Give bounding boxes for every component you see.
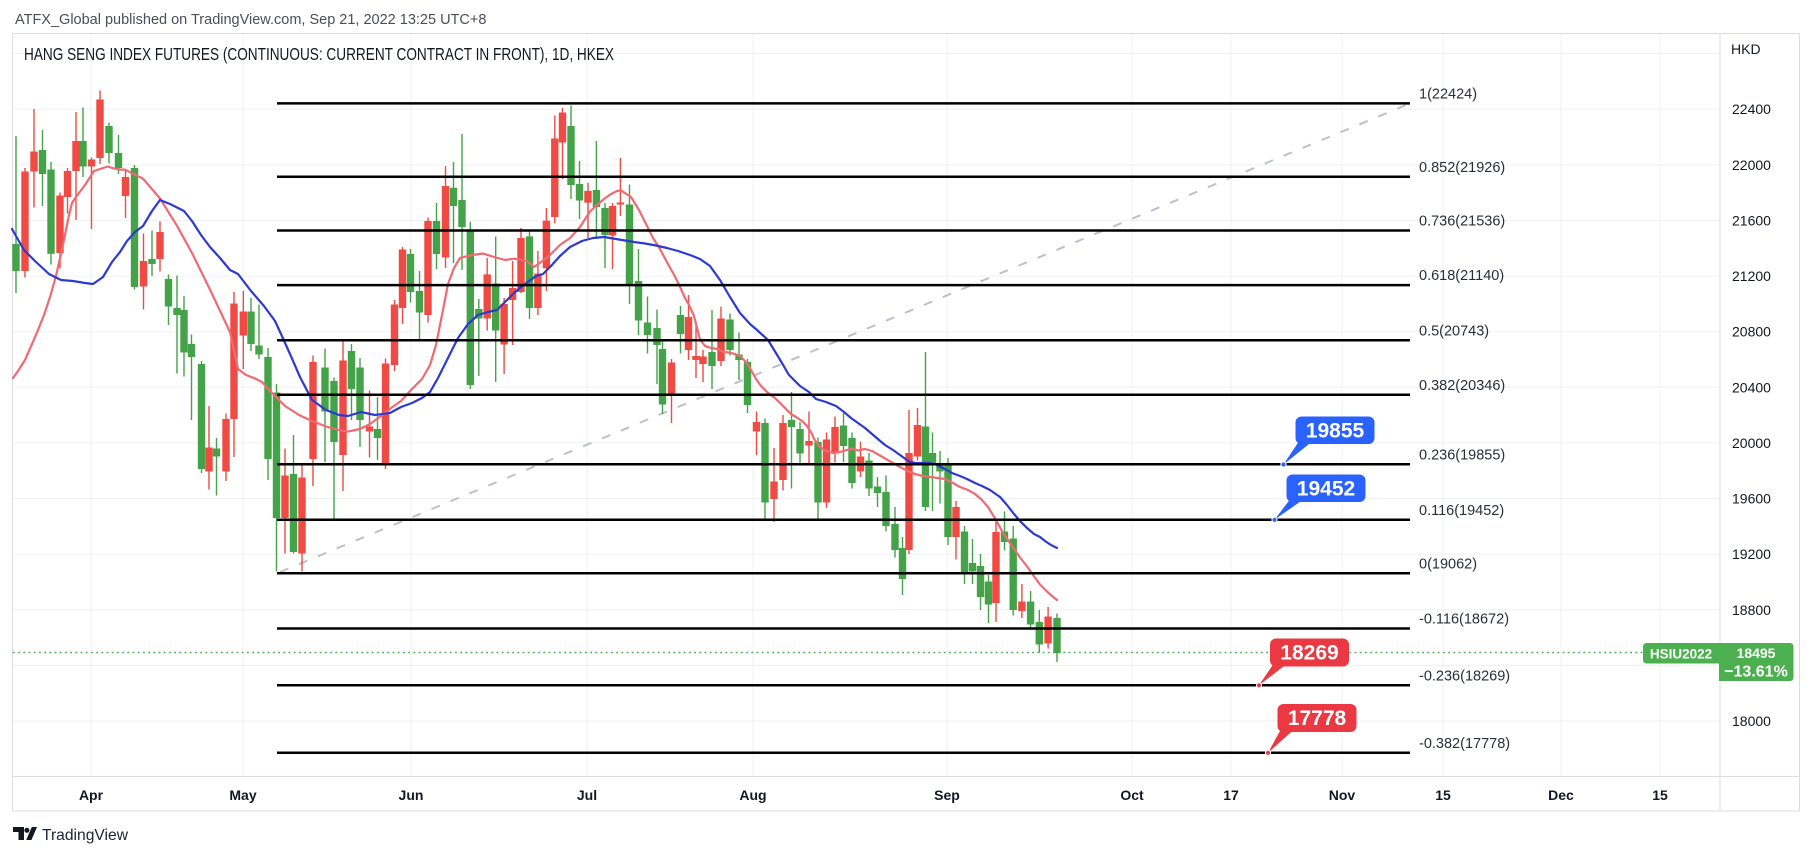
svg-text:Jun: Jun — [399, 787, 424, 803]
svg-text:22000: 22000 — [1732, 157, 1771, 173]
svg-text:15: 15 — [1652, 787, 1668, 803]
svg-text:Jul: Jul — [577, 787, 597, 803]
svg-text:Apr: Apr — [79, 787, 104, 803]
svg-text:18800: 18800 — [1732, 602, 1771, 618]
svg-text:-0.116(18672): -0.116(18672) — [1419, 612, 1509, 628]
svg-text:-0.236(18269): -0.236(18269) — [1419, 668, 1510, 684]
svg-text:20000: 20000 — [1732, 435, 1771, 451]
svg-text:0.736(21536): 0.736(21536) — [1419, 214, 1505, 230]
svg-text:0.5(20743): 0.5(20743) — [1419, 323, 1489, 339]
svg-text:20800: 20800 — [1732, 324, 1771, 340]
svg-text:Sep: Sep — [934, 787, 960, 803]
svg-text:15: 15 — [1435, 787, 1451, 803]
svg-text:19200: 19200 — [1732, 546, 1771, 562]
svg-text:0.852(21926): 0.852(21926) — [1419, 160, 1505, 176]
svg-text:21200: 21200 — [1732, 268, 1771, 284]
svg-text:18495: 18495 — [1737, 645, 1776, 661]
svg-text:ATFX_Global published on Tradi: ATFX_Global published on TradingView.com… — [15, 12, 486, 28]
svg-text:18269: 18269 — [1280, 642, 1338, 665]
svg-text:TradingView: TradingView — [42, 827, 128, 844]
svg-text:19855: 19855 — [1306, 419, 1365, 442]
svg-text:19600: 19600 — [1732, 491, 1771, 507]
svg-text:0.116(19452): 0.116(19452) — [1419, 503, 1504, 519]
svg-text:20400: 20400 — [1732, 379, 1771, 395]
svg-text:May: May — [229, 787, 256, 803]
svg-text:HKD: HKD — [1731, 41, 1761, 57]
svg-text:17: 17 — [1223, 787, 1239, 803]
svg-text:Aug: Aug — [739, 787, 766, 803]
svg-text:22400: 22400 — [1732, 101, 1771, 117]
svg-text:21600: 21600 — [1732, 212, 1771, 228]
svg-text:−13.61%: −13.61% — [1724, 664, 1788, 681]
svg-text:18000: 18000 — [1732, 713, 1771, 729]
svg-text:0.382(20346): 0.382(20346) — [1419, 378, 1505, 394]
svg-text:Oct: Oct — [1120, 787, 1144, 803]
svg-text:-0.382(17778): -0.382(17778) — [1419, 736, 1510, 752]
svg-text:19452: 19452 — [1297, 477, 1355, 500]
svg-text:17778: 17778 — [1288, 707, 1347, 730]
svg-text:Nov: Nov — [1329, 787, 1356, 803]
svg-text:0.236(19855): 0.236(19855) — [1419, 447, 1505, 463]
svg-text:Dec: Dec — [1548, 787, 1574, 803]
svg-text:0.618(21140): 0.618(21140) — [1419, 268, 1504, 284]
svg-text:0(19062): 0(19062) — [1419, 556, 1477, 572]
svg-text:1(22424): 1(22424) — [1419, 86, 1477, 102]
svg-text:HANG SENG INDEX FUTURES (CONTI: HANG SENG INDEX FUTURES (CONTINUOUS: CUR… — [24, 44, 614, 64]
svg-text:HSIU2022: HSIU2022 — [1650, 647, 1712, 662]
